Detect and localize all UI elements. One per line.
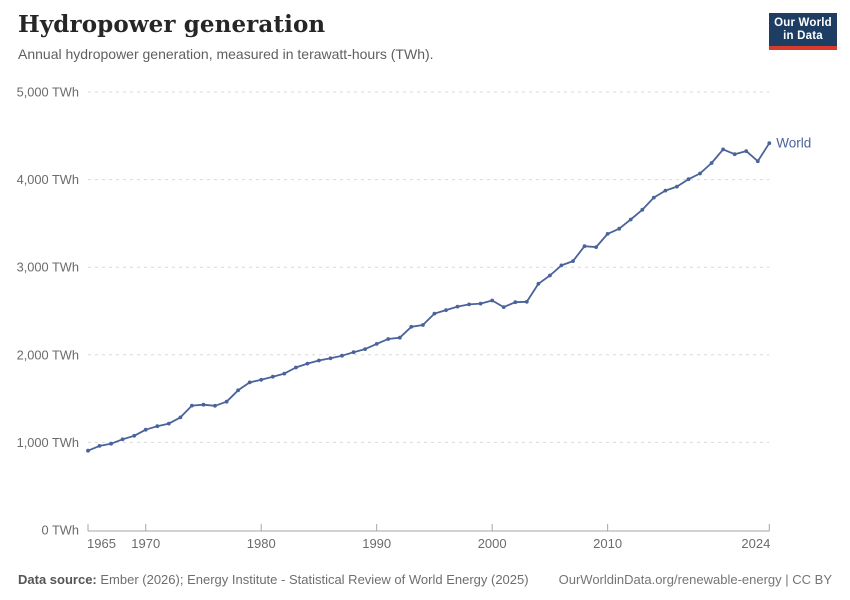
data-point [524, 299, 529, 304]
y-axis-label: 0 TWh [42, 523, 79, 538]
y-axis-label: 5,000 TWh [17, 85, 79, 100]
y-axis-label: 2,000 TWh [17, 347, 79, 362]
data-point [224, 399, 229, 404]
data-point [155, 424, 160, 429]
data-point [478, 301, 483, 306]
data-point [421, 323, 425, 327]
data-point [386, 337, 391, 341]
data-point [732, 152, 737, 157]
data-point [166, 421, 171, 426]
data-point [709, 161, 714, 165]
data-point [594, 245, 598, 250]
data-point [617, 226, 622, 231]
data-point [767, 141, 772, 146]
data-point [582, 244, 587, 249]
data-point [444, 308, 448, 312]
data-point [97, 444, 102, 448]
data-point [340, 353, 344, 358]
chart-subtitle: Annual hydropower generation, measured i… [18, 45, 434, 62]
x-axis-label: 1980 [247, 536, 276, 551]
data-point [294, 365, 298, 370]
data-point [109, 441, 113, 446]
data-point [698, 171, 702, 176]
data-point [651, 195, 656, 200]
line-chart[interactable]: 0 TWh 1,000 TWh 2,000 TWh 3,000 TWh 4,000 TW… [0, 70, 850, 565]
data-point [259, 377, 264, 382]
data-point [236, 388, 241, 393]
data-point [132, 433, 137, 438]
x-axis-label: 2024 [741, 536, 770, 551]
data-source-text: Ember (2026); Energy Institute - Statist… [96, 572, 529, 587]
data-point [455, 304, 460, 309]
data-point [305, 361, 310, 366]
y-axis-label: 3,000 TWh [17, 260, 79, 275]
data-point [270, 374, 275, 379]
x-axis-label: 2010 [593, 536, 622, 551]
data-point [432, 311, 437, 316]
data-point [548, 273, 552, 278]
data-point [409, 324, 414, 329]
data-point [640, 207, 645, 212]
y-axis-label: 4,000 TWh [17, 172, 79, 187]
data-point [120, 437, 125, 442]
page-title: Hydropower generation [18, 11, 326, 38]
data-point [374, 342, 379, 346]
data-point [328, 356, 333, 361]
data-source-label: Data source: [18, 572, 97, 587]
data-point [675, 184, 679, 189]
data-point [744, 149, 749, 153]
data-point [571, 259, 575, 263]
data-point [536, 281, 541, 286]
data-point [178, 415, 183, 420]
data-point [628, 217, 633, 222]
data-point [190, 403, 194, 408]
data-point [201, 402, 206, 407]
owid-logo[interactable]: Our World in Data [769, 13, 837, 50]
chart-header: Hydropower generation Annual hydropower … [18, 10, 758, 63]
series-line [87, 142, 771, 452]
data-point [86, 448, 90, 453]
data-point [605, 232, 610, 236]
data-point [490, 298, 495, 303]
data-point [501, 305, 506, 309]
data-point [213, 403, 217, 408]
owid-logo-line1: Our World [774, 17, 832, 29]
x-axis-label: 2000 [478, 536, 507, 551]
data-point [351, 350, 356, 355]
y-axis-label: 1,000 TWh [17, 435, 79, 450]
data-point [663, 188, 668, 193]
owid-logo-line2: in Data [783, 30, 823, 42]
data-point [467, 302, 471, 307]
data-point [559, 263, 564, 268]
data-point [686, 177, 691, 182]
data-point [282, 371, 287, 376]
x-axis-label: 1965 [87, 536, 116, 551]
x-axis-label: 1990 [362, 536, 391, 551]
data-source: Data source: Ember (2026); Energy Instit… [18, 572, 529, 587]
data-point [363, 347, 367, 351]
data-point [513, 300, 518, 305]
data-point [721, 147, 725, 152]
data-point [397, 335, 402, 340]
x-axis-label: 1970 [131, 536, 160, 551]
owid-link[interactable]: OurWorldinData.org/renewable-energy | CC… [558, 572, 832, 587]
data-point [143, 427, 148, 432]
data-point [247, 380, 252, 385]
data-point [317, 358, 321, 363]
data-point [755, 159, 760, 164]
series-label: World [776, 136, 811, 151]
chart-footer: Data source: Ember (2026); Energy Instit… [18, 572, 832, 587]
